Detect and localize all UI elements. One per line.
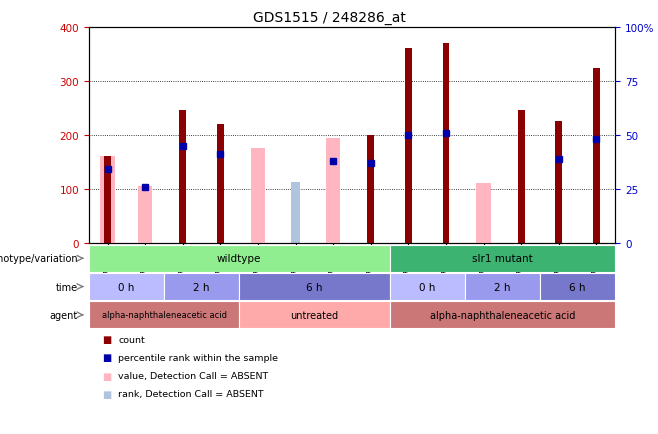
Bar — [443, 44, 449, 243]
Bar — [240, 302, 390, 329]
Text: 0 h: 0 h — [118, 282, 135, 292]
Bar — [180, 110, 186, 243]
Text: ■: ■ — [102, 389, 111, 399]
Bar — [476, 184, 491, 243]
Bar — [518, 110, 524, 243]
Text: time: time — [55, 282, 78, 292]
Bar — [405, 49, 412, 243]
Bar — [104, 157, 111, 243]
Bar — [291, 183, 300, 243]
Bar — [101, 157, 114, 243]
Text: rank, Detection Call = ABSENT: rank, Detection Call = ABSENT — [118, 390, 264, 398]
Text: 6 h: 6 h — [306, 282, 322, 292]
Text: alpha-naphthaleneacetic acid: alpha-naphthaleneacetic acid — [430, 310, 575, 320]
Text: 0 h: 0 h — [419, 282, 436, 292]
Text: percentile rank within the sample: percentile rank within the sample — [118, 353, 278, 362]
Text: value, Detection Call = ABSENT: value, Detection Call = ABSENT — [118, 372, 268, 380]
Text: ■: ■ — [102, 371, 111, 381]
Text: slr1 mutant: slr1 mutant — [472, 254, 533, 263]
Bar — [254, 164, 263, 243]
Bar — [138, 187, 153, 243]
Text: ■: ■ — [102, 335, 111, 344]
Bar — [251, 149, 265, 243]
Text: count: count — [118, 335, 145, 344]
Bar — [390, 302, 615, 329]
Text: genotype/variation: genotype/variation — [0, 254, 78, 263]
Text: untreated: untreated — [290, 310, 338, 320]
Text: agent: agent — [49, 310, 78, 320]
Text: 2 h: 2 h — [193, 282, 210, 292]
Bar — [89, 245, 390, 272]
Text: 2 h: 2 h — [494, 282, 511, 292]
Text: alpha-naphthaleneacetic acid: alpha-naphthaleneacetic acid — [101, 311, 226, 319]
Bar — [390, 245, 615, 272]
Text: GDS1515 / 248286_at: GDS1515 / 248286_at — [253, 11, 405, 25]
Bar — [540, 273, 615, 300]
Text: ■: ■ — [102, 353, 111, 362]
Bar — [555, 122, 562, 243]
Bar — [217, 125, 224, 243]
Bar — [593, 69, 600, 243]
Bar — [326, 138, 340, 243]
Text: 6 h: 6 h — [569, 282, 586, 292]
Text: wildtype: wildtype — [217, 254, 261, 263]
Bar — [465, 273, 540, 300]
Bar — [89, 273, 164, 300]
Bar — [240, 273, 390, 300]
Bar — [164, 273, 240, 300]
Bar — [390, 273, 465, 300]
Bar — [89, 302, 240, 329]
Bar — [367, 135, 374, 243]
